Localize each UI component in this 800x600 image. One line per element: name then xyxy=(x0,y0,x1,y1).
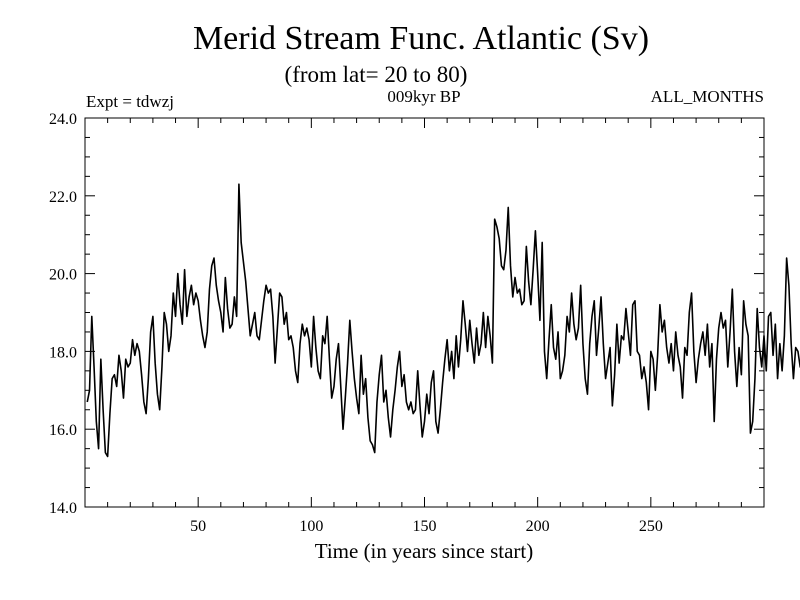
chart-title: Merid Stream Func. Atlantic (Sv) xyxy=(193,20,649,57)
x-tick-label: 150 xyxy=(413,518,437,535)
x-axis-label: Time (in years since start) xyxy=(315,539,534,563)
y-tick-labels: 14.0 16.0 18.0 20.0 22.0 24.0 xyxy=(49,111,77,517)
x-tick-label: 200 xyxy=(526,518,550,535)
x-tick-label: 250 xyxy=(639,518,663,535)
y-tick-label: 14.0 xyxy=(49,500,77,517)
header-center-label: 009kyr BP xyxy=(387,87,460,106)
header-left-label: Expt = tdwzj xyxy=(86,92,174,111)
y-tick-label: 18.0 xyxy=(49,344,77,361)
y-tick-label: 20.0 xyxy=(49,267,77,284)
chart-subtitle: (from lat= 20 to 80) xyxy=(285,62,468,87)
x-tick-labels: 50 100 150 200 250 xyxy=(190,518,663,535)
series-group xyxy=(86,183,800,458)
y-tick-label: 24.0 xyxy=(49,111,77,128)
series-line xyxy=(86,183,800,458)
x-tick-label: 50 xyxy=(190,518,206,535)
header-right-label: ALL_MONTHS xyxy=(651,87,764,106)
y-tick-label: 16.0 xyxy=(49,422,77,439)
x-tick-label: 100 xyxy=(299,518,323,535)
y-tick-label: 22.0 xyxy=(49,189,77,206)
